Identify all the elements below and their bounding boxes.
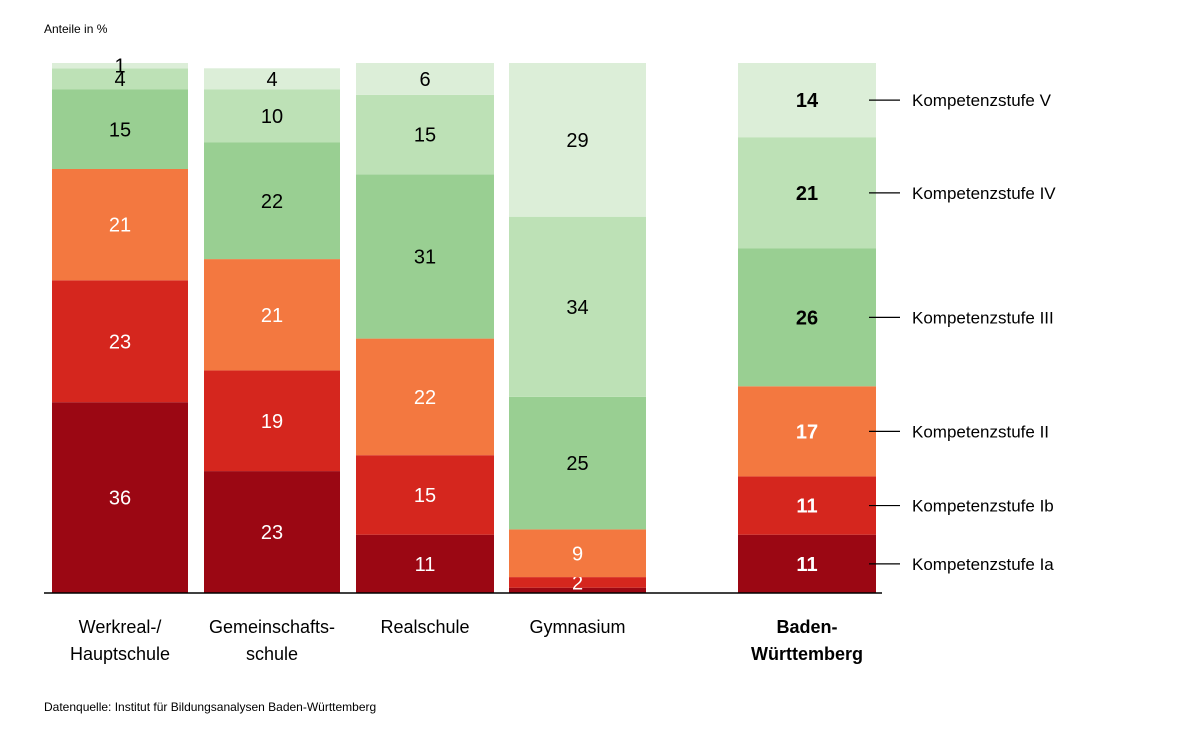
- value-label-5-1: 11: [796, 554, 817, 576]
- bar-segment-3-3: [356, 338, 494, 456]
- legend-entry-3: Kompetenzstufe II: [912, 422, 1049, 441]
- value-label-1-1: 36: [109, 488, 131, 510]
- value-label-4-2: 2: [572, 572, 583, 594]
- value-label-3-4: 31: [414, 246, 436, 268]
- bar-segment-3-2: [356, 455, 494, 535]
- legend-entry-5: Kompetenzstufe IV: [912, 184, 1056, 203]
- bar-segment-1-1: [52, 402, 188, 593]
- value-label-1-4: 15: [109, 119, 131, 141]
- bar-segment-3-4: [356, 174, 494, 339]
- data-source-note: Datenquelle: Institut für Bildungsanalys…: [44, 700, 377, 714]
- bar-segment-5-6: [738, 63, 876, 138]
- value-label-2-4: 22: [261, 191, 283, 213]
- bar-segment-4-4: [509, 396, 646, 530]
- bar-segment-1-4: [52, 89, 188, 169]
- category-label-2-line-1: Gemeinschafts-: [209, 617, 335, 637]
- value-label-2-1: 23: [261, 522, 283, 544]
- value-label-4-3: 9: [572, 543, 583, 565]
- bar-segment-5-5: [738, 137, 876, 249]
- bar-segment-5-3: [738, 386, 876, 477]
- legend-entry-1: Kompetenzstufe Ia: [912, 555, 1054, 574]
- category-label-4-line-1: Gymnasium: [529, 617, 625, 637]
- legend-entry-4: Kompetenzstufe III: [912, 308, 1054, 327]
- stacked-bar-chart: 3623211541Werkreal-/Hauptschule231921221…: [44, 56, 1056, 664]
- category-label-5-line-2: Württemberg: [751, 644, 863, 664]
- value-label-5-4: 26: [796, 307, 818, 329]
- value-label-4-6: 29: [566, 130, 588, 152]
- category-label-3-line-1: Realschule: [380, 617, 469, 637]
- bar-segment-2-6: [204, 68, 340, 90]
- category-label-2-line-2: schule: [246, 644, 298, 664]
- bar-segment-2-3: [204, 259, 340, 371]
- bar-segment-1-5: [52, 68, 188, 90]
- value-label-3-1: 11: [415, 554, 436, 576]
- value-label-5-2: 11: [796, 496, 817, 518]
- value-label-2-3: 21: [261, 305, 283, 327]
- bar-segment-4-5: [509, 216, 646, 397]
- bar-segment-1-2: [52, 280, 188, 403]
- bar-segment-4-1: [509, 587, 646, 593]
- category-label-5-line-1: Baden-: [776, 617, 837, 637]
- bar-segment-2-4: [204, 142, 340, 260]
- value-label-4-4: 25: [566, 453, 588, 475]
- value-label-2-2: 19: [261, 411, 283, 433]
- bar-segment-2-5: [204, 89, 340, 143]
- value-label-5-6: 14: [796, 90, 819, 112]
- value-label-5-5: 21: [796, 183, 818, 205]
- bar-segment-4-3: [509, 529, 646, 578]
- bar-segment-4-6: [509, 63, 646, 217]
- bar-segment-1-6: [52, 63, 188, 69]
- legend-entry-6: Kompetenzstufe V: [912, 91, 1052, 110]
- value-label-1-6: 1: [114, 56, 125, 78]
- bar-segment-2-1: [204, 471, 340, 593]
- value-label-2-6: 4: [266, 69, 277, 91]
- category-label-1-line-2: Hauptschule: [70, 644, 170, 664]
- value-label-3-5: 15: [414, 125, 436, 147]
- bar-segment-2-2: [204, 370, 340, 472]
- legend-entry-2: Kompetenzstufe Ib: [912, 497, 1054, 516]
- bar-segment-1-3: [52, 169, 188, 281]
- bar-segment-5-4: [738, 248, 876, 387]
- bar-segment-3-1: [356, 534, 494, 593]
- bar-segment-4-2: [509, 577, 646, 588]
- value-label-3-6: 6: [419, 69, 430, 91]
- bar-segment-3-6: [356, 63, 494, 95]
- bar-segment-5-1: [738, 534, 876, 593]
- value-label-3-3: 22: [414, 387, 436, 409]
- value-label-1-3: 21: [109, 215, 131, 237]
- value-label-3-2: 15: [414, 485, 436, 507]
- bar-segment-3-5: [356, 94, 494, 175]
- bar-segment-5-2: [738, 476, 876, 535]
- y-axis-label: Anteile in %: [44, 22, 108, 36]
- category-label-1-line-1: Werkreal-/: [79, 617, 162, 637]
- value-label-5-3: 17: [796, 421, 818, 443]
- value-label-1-2: 23: [109, 331, 131, 353]
- value-label-4-5: 34: [566, 297, 588, 319]
- value-label-1-5: 4: [114, 69, 125, 91]
- value-label-2-5: 10: [261, 106, 283, 128]
